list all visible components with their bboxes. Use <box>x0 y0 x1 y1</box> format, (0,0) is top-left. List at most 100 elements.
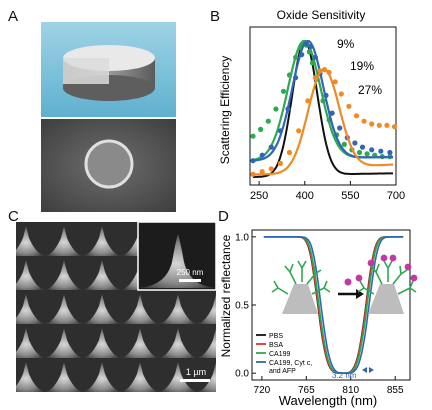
oxide-sensitivity-chart: Oxide Sensitivity Scattering Efficiency … <box>218 8 405 202</box>
chart-b-point-orange <box>286 149 293 156</box>
nanostructure <box>83 226 121 256</box>
main-scale-label: 1 µm <box>186 367 206 377</box>
chart-b-point-blue <box>277 128 283 134</box>
chart-b-point-green <box>258 126 264 132</box>
nanostructure <box>159 362 197 392</box>
chart-b-point-orange <box>332 79 338 85</box>
nanostructure <box>83 294 121 324</box>
chart-b-point-orange <box>346 103 352 109</box>
nanostructure <box>45 294 83 324</box>
chart-b-point-blue <box>387 149 393 156</box>
nanostructure <box>159 328 197 358</box>
chart-b-point-blue <box>259 152 265 158</box>
chart-b-point-orange <box>376 122 382 128</box>
nanostructure <box>83 260 121 290</box>
chart-b-point-blue <box>268 144 274 150</box>
chart-b-point-green <box>280 88 287 94</box>
chart-b-point-orange <box>338 91 344 97</box>
chart-b-point-orange <box>384 122 390 128</box>
nanostructure <box>121 362 159 392</box>
nanostructure <box>16 328 45 358</box>
chart-b-point-orange <box>321 67 328 73</box>
chart-b-point-orange <box>250 171 256 177</box>
nanostructure <box>197 328 216 358</box>
chart-b-xtick-label: 250 <box>250 190 268 202</box>
chart-b-point-orange <box>296 128 302 134</box>
shift-arrow-right <box>369 367 374 373</box>
chart-d-xtick-label: 810 <box>342 385 359 396</box>
nanostructure <box>83 328 121 358</box>
nanostructure <box>121 294 159 324</box>
inset-scale-bar <box>179 279 201 282</box>
chart-b-point-green <box>356 149 363 156</box>
chart-d-ytick-label: 1.0 <box>235 232 249 243</box>
nanostructure <box>197 294 216 324</box>
chart-b-point-blue <box>293 75 299 81</box>
chart-b-point-blue <box>352 140 358 146</box>
panel-label-b: B <box>210 8 221 25</box>
chart-b-point-blue <box>369 147 375 153</box>
shift-label: 3.2 nm <box>332 371 357 380</box>
chart-b-point-green <box>265 118 271 124</box>
chart-b-plot-frame <box>249 26 397 186</box>
sem-nanodisk <box>84 139 134 189</box>
inset-nanotip <box>138 234 216 288</box>
chart-b-point-green <box>286 72 293 78</box>
chart-b-point-orange <box>312 75 318 81</box>
chart-b-point-blue <box>312 54 318 60</box>
chart-d-xtick-label: 720 <box>254 385 271 396</box>
chart-b-point-green <box>320 98 326 104</box>
nanostructure <box>83 362 121 392</box>
nanostructure <box>45 362 83 392</box>
chart-b-point-blue <box>303 41 309 47</box>
chart-b-point-blue <box>308 43 314 50</box>
shift-arrow-left <box>362 367 367 373</box>
binding-schematic <box>271 254 418 314</box>
reflectance-chart: Normalized reflectance Wavelength (nm) 7… <box>219 229 418 408</box>
annotation-9pct: 9% <box>337 37 355 51</box>
annotation-19pct: 19% <box>350 59 374 73</box>
legend-entry: PBS <box>269 333 283 340</box>
legend-entry: BSA <box>269 342 283 349</box>
nanostructure <box>45 328 83 358</box>
chart-b-point-green <box>341 141 347 147</box>
nanostructure <box>45 260 83 290</box>
chart-d-ytick-label: 0.5 <box>235 301 249 312</box>
chart-d-line <box>263 236 404 374</box>
main-scale-bar <box>180 379 210 382</box>
chart-d-xtick-label: 765 <box>298 385 315 396</box>
nanodisk-oxide-cutaway <box>63 58 109 84</box>
particle-before <box>282 284 318 314</box>
chart-d-legend: PBS BSA CA199 CA199, Cyt c,and AFP <box>256 333 312 375</box>
particle-after <box>368 284 404 314</box>
chart-b-xtick-label: 700 <box>387 190 405 202</box>
chart-b-point-green <box>293 54 299 60</box>
chart-b-ylabel: Scattering Efficiency <box>218 56 232 165</box>
chart-d-xtick-label: 855 <box>387 385 404 396</box>
nanostructure <box>16 294 45 324</box>
legend-entry: and AFP <box>269 368 296 375</box>
chart-b-point-orange <box>317 68 323 74</box>
inset-scale-label: 250 nm <box>177 268 204 277</box>
chart-b-point-orange <box>369 121 375 127</box>
nanostructure <box>16 362 45 392</box>
chart-b-point-orange <box>259 169 265 175</box>
chart-b-point-orange <box>353 113 360 119</box>
chart-d-xlabel: Wavelength (nm) <box>279 393 378 408</box>
nanostructure <box>45 226 83 256</box>
nanodisk-image-panel <box>41 22 176 212</box>
chart-b-xtick-label: 550 <box>341 190 359 202</box>
annotation-27pct: 27% <box>358 83 382 97</box>
chart-b-fit-black <box>253 40 393 178</box>
chart-b-point-orange <box>305 98 311 104</box>
nanoarray-sem-panel: 250 nm 1 µm <box>16 222 216 392</box>
panel-label-d: D <box>218 208 229 225</box>
chart-b-point-blue <box>378 148 384 154</box>
free-analyte <box>344 278 352 286</box>
chart-b-xtick-label: 400 <box>296 190 314 202</box>
chart-b-point-green <box>306 49 312 55</box>
nanostructure <box>16 260 45 290</box>
legend-entry: CA199, Cyt c, <box>269 360 312 367</box>
chart-b-point-blue <box>299 52 305 58</box>
chart-b-point-green <box>309 60 315 66</box>
